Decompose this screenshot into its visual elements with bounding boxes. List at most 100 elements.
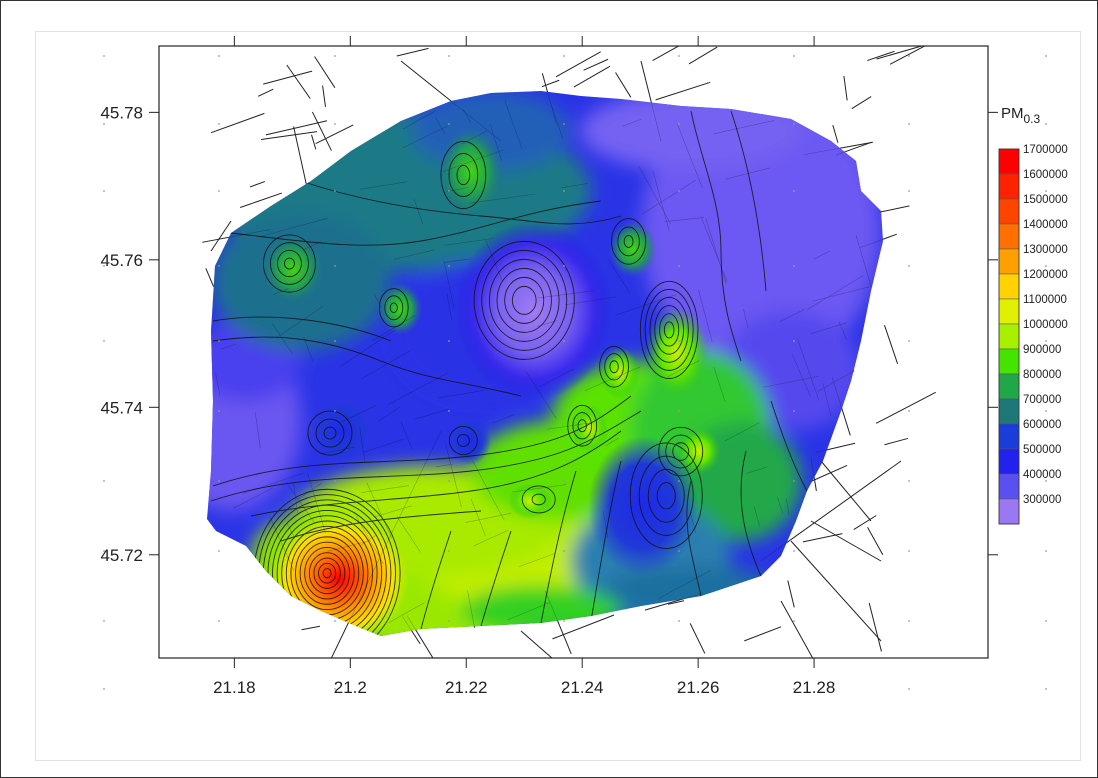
street-segment-overlay — [518, 553, 555, 568]
grid-dot — [448, 480, 450, 482]
street-segment — [867, 526, 884, 556]
colorbar-swatch — [998, 373, 1020, 400]
grid-dot — [563, 550, 565, 552]
contour-line — [540, 470, 577, 624]
street-segment-overlay — [465, 512, 512, 523]
grid-dot — [1045, 550, 1047, 552]
grid-dot — [1045, 410, 1047, 412]
grid-dot — [793, 190, 795, 192]
street-segment-overlay — [287, 523, 296, 539]
grid-dot — [448, 55, 450, 57]
grid-dot — [563, 688, 565, 690]
street-segment-overlay — [359, 426, 366, 463]
contour-line — [647, 468, 685, 523]
colorbar-swatch — [998, 423, 1020, 450]
contour-line — [504, 276, 545, 324]
street-segment — [744, 626, 782, 642]
street-segment-overlay — [403, 110, 436, 130]
grid-dot — [908, 550, 910, 552]
street-segment-overlay — [786, 499, 790, 516]
street-segment-overlay — [276, 306, 324, 339]
contour-line — [531, 493, 546, 506]
grid-dot — [448, 123, 450, 125]
street-segment — [867, 50, 895, 62]
grid-dot — [908, 190, 910, 192]
street-segment — [655, 81, 711, 101]
street-segment-overlay — [254, 411, 261, 449]
background-dot-grid — [103, 55, 1047, 690]
street-segment — [832, 125, 839, 143]
street-segment-overlay — [813, 250, 830, 260]
contour-line — [456, 164, 471, 186]
street-segment-overlay — [622, 118, 642, 127]
street-segment-overlay — [269, 515, 295, 571]
grid-dot — [908, 620, 910, 622]
grid-dot — [908, 55, 910, 57]
colorbar-swatch — [998, 273, 1020, 300]
contour-line — [617, 226, 640, 257]
contour-line — [212, 336, 522, 397]
colorbar-title-main: PM — [1001, 105, 1024, 122]
street-segment-overlay — [406, 615, 435, 636]
street-segment-overlay — [608, 259, 631, 293]
colorbar-swatch — [998, 298, 1020, 325]
street-segment-overlay — [713, 120, 775, 135]
street-segment-overlay — [537, 320, 557, 327]
colorbar-label: 900000 — [1023, 344, 1061, 356]
colorbar-title-subscript: 0.3 — [1024, 112, 1041, 126]
colorbar-outline — [998, 148, 1020, 525]
colorbar-label: 500000 — [1023, 444, 1061, 456]
contour-line — [230, 200, 602, 246]
street-segment — [583, 58, 609, 71]
street-segment-overlay — [303, 337, 313, 361]
street-segment — [615, 72, 632, 98]
grid-dot — [103, 550, 105, 552]
grid-dot — [678, 620, 680, 622]
street-segment-overlay — [388, 602, 425, 623]
contour-line — [308, 552, 346, 595]
figure-inner-border — [35, 31, 1081, 761]
grid-dot — [1045, 55, 1047, 57]
grid-dot — [218, 480, 220, 482]
street-segment-overlay — [550, 102, 563, 139]
contour-line — [262, 234, 316, 293]
y-tick-label: 45.76 — [100, 251, 143, 270]
grid-dot — [334, 688, 336, 690]
grid-dot — [103, 265, 105, 267]
colorbar-label: 400000 — [1023, 469, 1061, 481]
contour-line — [212, 395, 632, 487]
grid-dot — [334, 123, 336, 125]
street-segment-overlay — [560, 183, 588, 189]
contour-line — [307, 410, 353, 456]
contour-line — [686, 480, 702, 597]
grid-dot — [448, 340, 450, 342]
x-axis: 21.18 21.2 21.22 21.24 21.26 21.28 — [213, 36, 835, 697]
street-segment-overlay — [664, 217, 704, 222]
street-segment-overlay — [341, 405, 377, 423]
street-segment — [265, 120, 328, 136]
street-segment-overlay — [302, 241, 322, 251]
street-segment — [257, 88, 274, 97]
street-segment-overlay — [639, 166, 671, 225]
street-segment-overlay — [387, 373, 448, 405]
street-segment-overlay — [807, 275, 864, 310]
colorbar-label: 600000 — [1023, 419, 1061, 431]
contour-line — [269, 242, 309, 285]
grid-dot — [678, 410, 680, 412]
street-segment-overlay — [791, 353, 811, 397]
street-segment — [889, 46, 926, 65]
contour-line — [609, 360, 619, 374]
street-segment-overlay — [698, 289, 713, 343]
street-segment — [249, 181, 265, 188]
street-segment — [240, 192, 282, 208]
street-segment — [688, 46, 718, 65]
street-segment-overlay — [261, 218, 328, 237]
contour-line — [448, 426, 478, 455]
street-segment-overlay — [859, 233, 883, 248]
grid-dot — [678, 55, 680, 57]
street-segment-overlay — [300, 430, 442, 636]
x-tick-label: 21.22 — [445, 678, 488, 697]
grid-dot — [563, 480, 565, 482]
street-segment — [396, 47, 429, 57]
grid-dot — [678, 190, 680, 192]
